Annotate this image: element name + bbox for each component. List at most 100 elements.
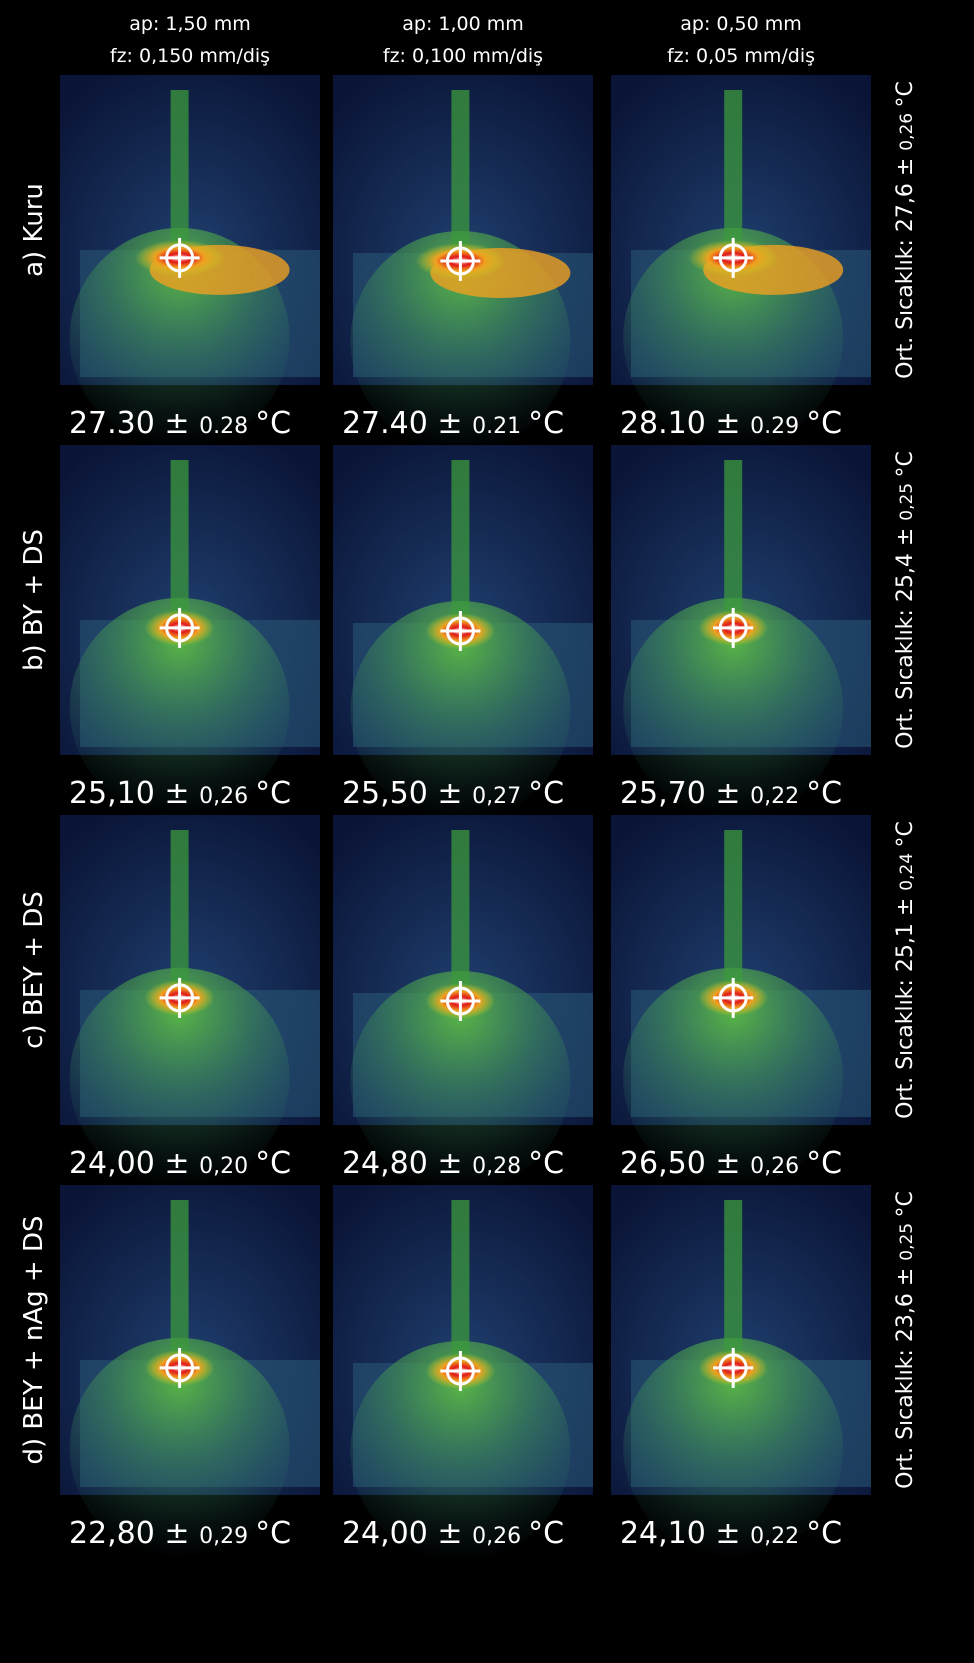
cell-temperature: 24,10 ± 0,22 °C [620, 1516, 842, 1551]
row-label: b) BY + DS [19, 529, 49, 671]
cell-temperature: 24,00 ± 0,20 °C [69, 1146, 291, 1181]
label-pm: ± [893, 521, 918, 546]
label-unit: °C [806, 776, 842, 811]
label-pm: ± [164, 406, 199, 441]
label-prefix: Ort. Sıcaklık: [893, 972, 918, 1119]
tool [724, 460, 742, 628]
label-unit: °C [893, 81, 918, 107]
label-error: 0,27 [472, 784, 528, 809]
label-error: 0,26 [472, 1524, 528, 1549]
label-unit: °C [255, 406, 291, 441]
label-error: 0,29 [199, 1524, 255, 1549]
label-pm: ± [893, 1261, 918, 1286]
label-prefix: Ort. Sıcaklık: [893, 602, 918, 749]
label-value: 25,50 [342, 776, 437, 811]
label-unit: °C [893, 1191, 918, 1217]
cell-temperature: 24,00 ± 0,26 °C [342, 1516, 564, 1551]
label-pm: ± [437, 1516, 472, 1551]
thermal-image [333, 815, 593, 1191]
label-error: 0,25 [897, 1217, 917, 1260]
label-pm: ± [437, 406, 472, 441]
label-unit: °C [528, 406, 564, 441]
column-ap: ap: 1,50 mm [129, 13, 251, 35]
label-pm: ± [893, 151, 918, 176]
label-unit: °C [255, 1146, 291, 1181]
label-unit: °C [893, 451, 918, 477]
label-unit: °C [255, 1516, 291, 1551]
label-unit: °C [528, 776, 564, 811]
label-value: 25,70 [620, 776, 715, 811]
label-pm: ± [715, 406, 750, 441]
cell-temperature: 25,10 ± 0,26 °C [69, 776, 291, 811]
label-pm: ± [164, 776, 199, 811]
tool [724, 90, 742, 258]
thermal-image [333, 1185, 593, 1561]
label-error: 0,22 [750, 1524, 806, 1549]
label-error: 0.21 [472, 414, 528, 439]
label-error: 0.29 [750, 414, 806, 439]
label-unit: °C [806, 1516, 842, 1551]
label-value: 25,10 [69, 776, 164, 811]
tool [724, 1200, 742, 1368]
label-error: 0,26 [897, 107, 917, 150]
label-value: 26,50 [620, 1146, 715, 1181]
label-pm: ± [164, 1146, 199, 1181]
label-unit: °C [893, 821, 918, 847]
label-value: 27.30 [69, 406, 164, 441]
label-error: 0,24 [897, 847, 917, 890]
label-pm: ± [715, 1516, 750, 1551]
tool [171, 1200, 189, 1368]
label-prefix: Ort. Sıcaklık: [893, 232, 918, 379]
label-unit: °C [528, 1146, 564, 1181]
label-value: 24,00 [342, 1516, 437, 1551]
label-unit: °C [806, 1146, 842, 1181]
mean-temperature: Ort. Sıcaklık: 27,6 ± 0,26 °C [893, 81, 918, 379]
label-error: 0,20 [199, 1154, 255, 1179]
tool [171, 830, 189, 998]
label-value: 22,80 [69, 1516, 164, 1551]
tool [724, 830, 742, 998]
label-pm: ± [437, 1146, 472, 1181]
label-pm: ± [893, 891, 918, 916]
column-ap: ap: 1,00 mm [402, 13, 524, 35]
cell-temperature: 26,50 ± 0,26 °C [620, 1146, 842, 1181]
label-value: 25,1 [893, 916, 918, 972]
label-error: 0.28 [199, 414, 255, 439]
cell-temperature: 27.40 ± 0.21 °C [342, 406, 564, 441]
thermal-image [333, 75, 593, 451]
label-value: 23,6 [893, 1286, 918, 1342]
row-label: a) Kuru [19, 183, 49, 277]
label-error: 0,25 [897, 477, 917, 520]
figure: ap: 1,50 mmfz: 0,150 mm/dişap: 1,00 mmfz… [0, 0, 974, 1663]
label-pm: ± [715, 776, 750, 811]
label-error: 0,26 [750, 1154, 806, 1179]
cell-temperature: 22,80 ± 0,29 °C [69, 1516, 291, 1551]
label-value: 27.40 [342, 406, 437, 441]
label-value: 24,00 [69, 1146, 164, 1181]
page: ap: 1,50 mmfz: 0,150 mm/dişap: 1,00 mmfz… [0, 0, 974, 1663]
label-value: 27,6 [893, 176, 918, 232]
column-fz: fz: 0,150 mm/diş [110, 45, 270, 67]
label-prefix: Ort. Sıcaklık: [893, 1342, 918, 1489]
label-unit: °C [806, 406, 842, 441]
label-unit: °C [255, 776, 291, 811]
tool [171, 460, 189, 628]
tool [451, 90, 469, 261]
tool [451, 1200, 469, 1371]
mean-temperature: Ort. Sıcaklık: 23,6 ± 0,25 °C [893, 1191, 918, 1489]
label-error: 0,26 [199, 784, 255, 809]
label-error: 0,22 [750, 784, 806, 809]
column-ap: ap: 0,50 mm [680, 13, 802, 35]
label-value: 28.10 [620, 406, 715, 441]
label-unit: °C [528, 1516, 564, 1551]
thermal-image [333, 445, 593, 821]
label-value: 24,80 [342, 1146, 437, 1181]
cell-temperature: 25,50 ± 0,27 °C [342, 776, 564, 811]
cell-temperature: 25,70 ± 0,22 °C [620, 776, 842, 811]
label-pm: ± [164, 1516, 199, 1551]
row-label: d) BEY + nAg + DS [19, 1216, 49, 1465]
row-label: c) BEY + DS [19, 891, 49, 1049]
tool [171, 90, 189, 258]
mean-temperature: Ort. Sıcaklık: 25,4 ± 0,25 °C [893, 451, 918, 749]
mean-temperature: Ort. Sıcaklık: 25,1 ± 0,24 °C [893, 821, 918, 1119]
